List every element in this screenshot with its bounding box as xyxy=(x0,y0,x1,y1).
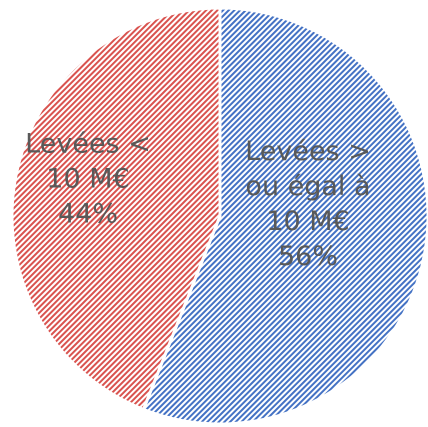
slice-label-line: ou égal à xyxy=(245,171,370,202)
slice-label-line: Levées > xyxy=(245,136,371,167)
pie-slice-big xyxy=(141,6,428,426)
slices-layer xyxy=(10,6,428,426)
labels-layer: Levées > ou égal à 10 M€ 56% Levées < 10 M€ 44… xyxy=(25,129,371,273)
pie-slice-small xyxy=(10,6,222,412)
slice-label-line: 10 M€ xyxy=(46,164,129,195)
slice-percent-small: 44% xyxy=(58,199,118,230)
slice-percent-big: 56% xyxy=(278,241,338,272)
slice-label-big: Levées > ou égal à 10 M€ 56% xyxy=(245,136,371,272)
slice-label-line: 10 M€ xyxy=(266,206,349,237)
slice-label-line: Levées < xyxy=(25,129,151,160)
slice-label-small: Levées < 10 M€ 44% xyxy=(25,129,151,230)
